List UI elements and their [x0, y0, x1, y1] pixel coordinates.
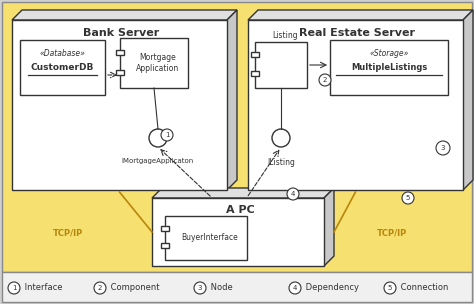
Text: IListing: IListing: [267, 158, 295, 167]
FancyBboxPatch shape: [2, 2, 472, 272]
Polygon shape: [227, 10, 237, 190]
Polygon shape: [12, 10, 237, 20]
Text: IMortgageApplicaton: IMortgageApplicaton: [122, 158, 194, 164]
FancyBboxPatch shape: [20, 40, 105, 95]
Text: Connection: Connection: [398, 284, 448, 292]
Text: BuyerInterface: BuyerInterface: [182, 233, 238, 243]
Text: 1: 1: [165, 132, 169, 138]
Polygon shape: [152, 188, 334, 198]
Text: Dependency: Dependency: [303, 284, 359, 292]
Circle shape: [94, 282, 106, 294]
Circle shape: [436, 141, 450, 155]
Circle shape: [161, 129, 173, 141]
FancyBboxPatch shape: [116, 70, 124, 74]
Circle shape: [402, 192, 414, 204]
Text: 1: 1: [12, 285, 16, 291]
Text: A PC: A PC: [226, 205, 255, 215]
Text: CustomerDB: CustomerDB: [31, 64, 94, 72]
Polygon shape: [463, 10, 473, 190]
Text: Mortgage
Application: Mortgage Application: [137, 53, 180, 73]
Circle shape: [194, 282, 206, 294]
Circle shape: [384, 282, 396, 294]
Text: TCP/IP: TCP/IP: [53, 229, 83, 237]
FancyBboxPatch shape: [248, 20, 463, 190]
Text: «Storage»: «Storage»: [369, 50, 409, 58]
Text: MultipleListings: MultipleListings: [351, 64, 427, 72]
Text: 4: 4: [293, 285, 297, 291]
FancyBboxPatch shape: [330, 40, 448, 95]
Text: «Database»: «Database»: [39, 50, 85, 58]
Text: Component: Component: [108, 284, 159, 292]
Circle shape: [287, 188, 299, 200]
FancyBboxPatch shape: [161, 226, 169, 231]
Text: Listing: Listing: [272, 30, 298, 40]
Text: Real Estate Server: Real Estate Server: [300, 28, 416, 38]
FancyBboxPatch shape: [116, 50, 124, 54]
Polygon shape: [248, 10, 473, 20]
Text: 5: 5: [406, 195, 410, 201]
Text: Bank Server: Bank Server: [83, 28, 160, 38]
Circle shape: [289, 282, 301, 294]
Text: 3: 3: [441, 145, 445, 151]
Circle shape: [319, 74, 331, 86]
Text: Interface: Interface: [22, 284, 63, 292]
Text: 3: 3: [198, 285, 202, 291]
FancyBboxPatch shape: [165, 216, 247, 260]
Text: 5: 5: [388, 285, 392, 291]
Polygon shape: [324, 188, 334, 266]
Text: TCP/IP: TCP/IP: [377, 229, 407, 237]
FancyBboxPatch shape: [255, 42, 307, 88]
FancyBboxPatch shape: [2, 272, 472, 302]
Text: 2: 2: [98, 285, 102, 291]
Text: Node: Node: [208, 284, 233, 292]
FancyBboxPatch shape: [152, 198, 324, 266]
Circle shape: [8, 282, 20, 294]
FancyBboxPatch shape: [251, 52, 259, 57]
FancyBboxPatch shape: [251, 71, 259, 76]
FancyBboxPatch shape: [161, 244, 169, 248]
FancyBboxPatch shape: [12, 20, 227, 190]
Text: 4: 4: [291, 191, 295, 197]
Text: 2: 2: [323, 77, 327, 83]
FancyBboxPatch shape: [120, 38, 188, 88]
